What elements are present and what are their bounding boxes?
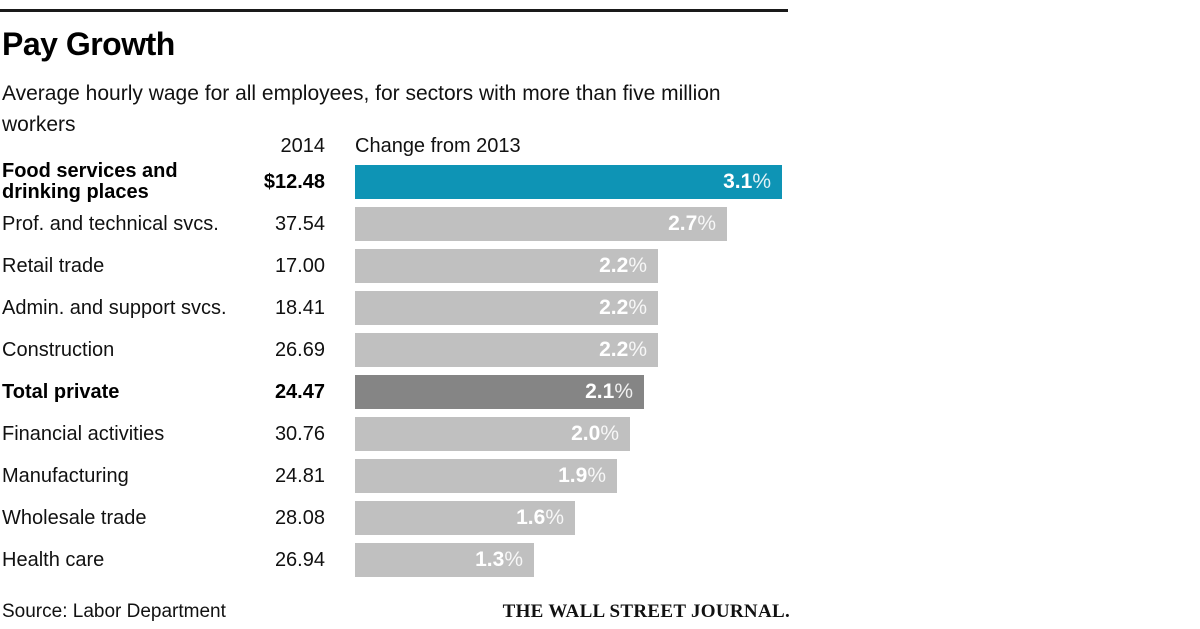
sector-label: Financial activities	[2, 422, 165, 445]
wage-2014-value: 18.41	[274, 296, 325, 319]
change-bar: 2.2%	[355, 333, 658, 367]
change-percent-label: 2.0%	[571, 422, 619, 445]
change-bar: 1.9%	[355, 459, 617, 493]
change-percent-label: 2.1%	[585, 380, 633, 403]
wage-2014-value: 17.00	[274, 254, 325, 277]
bar-track: 2.0%	[355, 417, 788, 451]
change-percent-label: 2.2%	[599, 296, 647, 319]
bar-track: 1.6%	[355, 501, 788, 535]
sector-label: Prof. and technical svcs.	[2, 212, 219, 235]
change-bar: 2.2%	[355, 249, 658, 283]
sector-label: Food services and drinking places	[2, 160, 178, 203]
bar-track: 1.3%	[355, 543, 788, 577]
chart-row: Prof. and technical svcs. 37.54 2.7%	[2, 203, 788, 245]
chart-row: Financial activities 30.76 2.0%	[2, 413, 788, 455]
wage-2014-value: 24.81	[274, 464, 325, 487]
wage-2014-value: 26.94	[274, 548, 325, 571]
top-rule-divider	[0, 9, 788, 12]
chart-row: Retail trade 17.00 2.2%	[2, 245, 788, 287]
change-percent-label: 2.2%	[599, 254, 647, 277]
bar-track: 2.1%	[355, 375, 788, 409]
change-percent-label: 2.7%	[668, 212, 716, 235]
change-bar: 2.1%	[355, 375, 644, 409]
change-percent-label: 1.6%	[516, 506, 564, 529]
column-headers: 2014 Change from 2013	[2, 135, 788, 158]
change-percent-label: 3.1%	[723, 170, 771, 193]
sector-label: Wholesale trade	[2, 506, 147, 529]
chart-row: Manufacturing 24.81 1.9%	[2, 455, 788, 497]
wage-2014-value: 37.54	[274, 212, 325, 235]
column-header-change-from-2013: Change from 2013	[355, 135, 521, 157]
wage-2014-value: 28.08	[274, 506, 325, 529]
chart-rows: Food services and drinking places $12.48 3…	[2, 161, 788, 581]
chart-row: Wholesale trade 28.08 1.6%	[2, 497, 788, 539]
bar-track: 2.2%	[355, 291, 788, 325]
wage-2014-value: 30.76	[274, 422, 325, 445]
change-percent-label: 1.3%	[475, 548, 523, 571]
change-percent-label: 1.9%	[558, 464, 606, 487]
chart-row: Food services and drinking places $12.48 3…	[2, 161, 788, 203]
bar-track: 3.1%	[355, 165, 788, 199]
change-bar: 2.0%	[355, 417, 630, 451]
bar-track: 2.2%	[355, 333, 788, 367]
wage-2014-value: 24.47	[274, 380, 325, 403]
sector-label: Health care	[2, 548, 105, 571]
sector-label: Total private	[2, 380, 120, 403]
change-bar: 2.2%	[355, 291, 658, 325]
bar-track: 1.9%	[355, 459, 788, 493]
change-bar: 3.1%	[355, 165, 782, 199]
chart-row: Admin. and support svcs. 18.41 2.2%	[2, 287, 788, 329]
wage-2014-value: $12.48	[263, 170, 325, 193]
sector-label: Admin. and support svcs.	[2, 296, 227, 319]
wsj-logotype: THE WALL STREET JOURNAL.	[502, 601, 790, 622]
chart-row: Construction 26.69 2.2%	[2, 329, 788, 371]
chart-subtitle: Average hourly wage for all employees, f…	[2, 82, 721, 136]
bar-track: 2.2%	[355, 249, 788, 283]
change-bar: 1.6%	[355, 501, 575, 535]
sector-label: Manufacturing	[2, 464, 129, 487]
sector-label: Retail trade	[2, 254, 105, 277]
change-bar: 2.7%	[355, 207, 727, 241]
sector-label: Construction	[2, 338, 115, 361]
source-credit: Source: Labor Department	[2, 601, 226, 622]
wage-2014-value: 26.69	[274, 338, 325, 361]
chart-row: Health care 26.94 1.3%	[2, 539, 788, 581]
chart-footer: Source: Labor Department THE WALL STREET…	[2, 601, 790, 623]
page-title: Pay Growth	[2, 26, 175, 62]
change-percent-label: 2.2%	[599, 338, 647, 361]
column-header-wage-2014: 2014	[280, 135, 326, 157]
bar-track: 2.7%	[355, 207, 788, 241]
chart-row: Total private 24.47 2.1%	[2, 371, 788, 413]
change-bar: 1.3%	[355, 543, 534, 577]
